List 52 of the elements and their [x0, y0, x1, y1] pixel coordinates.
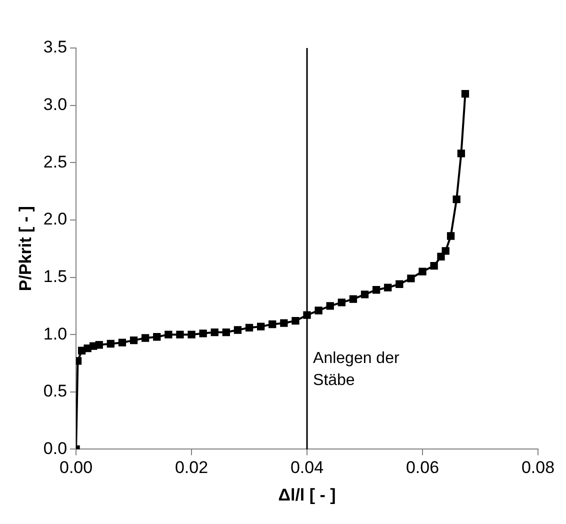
y-tick-label: 1.5 [43, 266, 68, 286]
point [95, 341, 103, 349]
point [360, 290, 369, 298]
point [142, 334, 150, 342]
y-tick-label: 0.0 [43, 438, 68, 458]
x-tick-label: 0.00 [59, 458, 93, 478]
point [384, 284, 392, 292]
point [106, 340, 115, 348]
point [90, 342, 98, 350]
y-tick-label: 2.0 [43, 210, 68, 229]
point [418, 268, 426, 276]
point [314, 306, 322, 314]
point [130, 336, 138, 344]
point [245, 324, 254, 332]
y-tick-label: 0.5 [43, 382, 68, 401]
point [430, 262, 438, 270]
point [188, 330, 196, 338]
point [457, 150, 466, 158]
point [452, 195, 460, 204]
x-tick-label: 0.02 [174, 458, 208, 478]
y-tick-label: 3.5 [43, 38, 68, 57]
point [461, 90, 470, 98]
point [349, 295, 358, 303]
point [176, 330, 184, 338]
point [234, 326, 242, 334]
point [338, 298, 346, 306]
x-tick-label: 0.04 [290, 458, 324, 478]
point [164, 330, 172, 338]
point [199, 330, 207, 338]
point [446, 232, 455, 240]
point [396, 280, 404, 288]
point [280, 319, 288, 327]
y-tick-label: 3.0 [43, 95, 68, 114]
x-axis-title: Δl/l [ - ] [278, 485, 336, 504]
point [268, 320, 276, 328]
x-tick-label: 0.06 [406, 458, 440, 478]
point [407, 274, 415, 282]
y-tick-label: 1.0 [43, 324, 68, 344]
point [222, 328, 230, 336]
point [372, 286, 380, 294]
point [326, 302, 334, 310]
point [256, 322, 265, 330]
y-axis-title: P/Pkrit [ - ] [16, 206, 35, 292]
x-tick-label: 0.08 [521, 458, 555, 478]
point [442, 247, 450, 255]
y-tick-label: 2.5 [43, 152, 68, 172]
point [210, 328, 218, 336]
point [437, 252, 445, 260]
annotation: Anlegen der Stäbe [313, 350, 400, 390]
point [153, 333, 161, 341]
point [292, 316, 300, 325]
point [118, 338, 126, 346]
